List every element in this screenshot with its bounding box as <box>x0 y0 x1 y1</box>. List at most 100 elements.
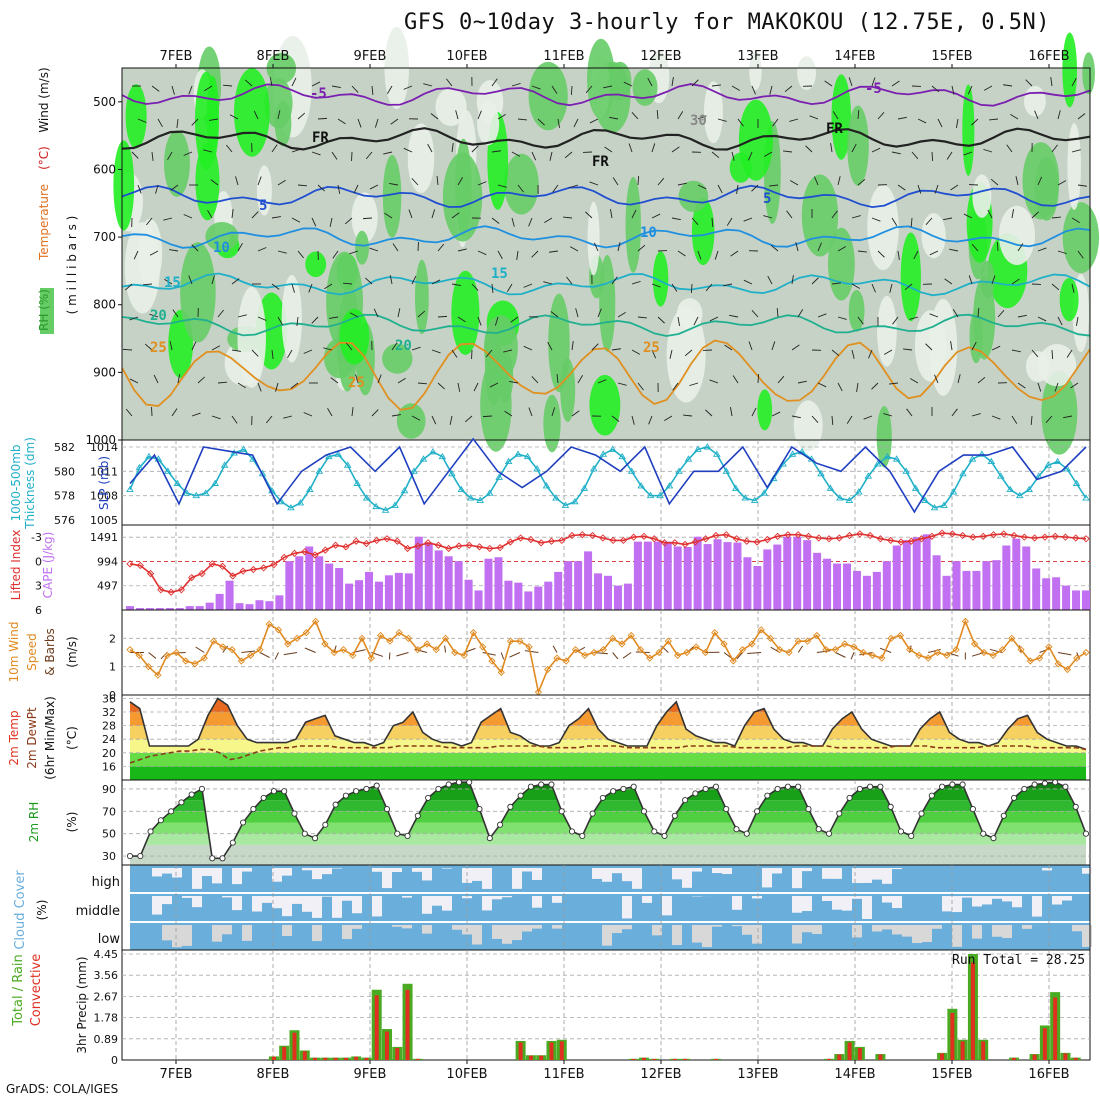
thickness-tick-label: 580 <box>54 465 75 478</box>
rh-shading <box>625 176 641 273</box>
cloud-gap <box>652 925 662 936</box>
precip-convective-bar <box>395 1047 400 1060</box>
cape-bar <box>384 575 393 610</box>
thickness-line-point <box>400 486 409 494</box>
wind-barb <box>631 415 635 425</box>
cape-bar <box>932 555 941 610</box>
precip-convective-bar <box>518 1042 523 1060</box>
thickness-line-point <box>646 491 655 499</box>
wind-barb <box>709 316 719 322</box>
thickness-line-point <box>438 452 447 460</box>
wind10m-speed-line-point <box>627 631 635 640</box>
wind10m-speed-line-point <box>636 646 645 654</box>
wind10m-barb <box>797 645 804 653</box>
wind-barb <box>575 308 579 318</box>
cape-bar <box>374 581 383 610</box>
rh-shading <box>264 78 293 129</box>
cloud-gap <box>682 868 692 888</box>
wind-barb <box>566 276 573 285</box>
lifted-index-line-point <box>157 586 165 594</box>
contour-label: FR <box>826 121 843 137</box>
day-label-bottom: 14FEB <box>834 1067 875 1082</box>
wind-barb <box>151 85 160 92</box>
precip-convective-bar <box>950 1012 955 1060</box>
wind-barb <box>437 243 445 252</box>
ylabel-convective: Convective <box>29 954 44 1027</box>
wind10m-speed-line-point <box>525 643 533 651</box>
precip-convective-bar <box>333 1057 338 1060</box>
cloud-gap <box>1022 925 1032 929</box>
wind-barb <box>892 316 899 325</box>
wind-barb <box>122 348 133 351</box>
wind-barb <box>384 212 393 219</box>
lifted-index-line-point <box>455 542 463 550</box>
wind-barb <box>497 113 506 120</box>
rh-shading <box>703 81 723 144</box>
cloud-gap <box>272 868 282 882</box>
wind-barb <box>671 77 674 87</box>
wind-barb <box>142 283 153 286</box>
thickness-line-point <box>542 482 551 489</box>
cape-bar <box>155 608 164 610</box>
cape-bar <box>633 541 642 610</box>
rh2m-tick-label: 50 <box>102 828 116 841</box>
cape-bar <box>942 575 951 610</box>
wind10m-speed-line-point <box>701 648 710 657</box>
rh-shading <box>962 84 975 176</box>
rh2m-line-point <box>692 790 699 797</box>
rh2m-line-point <box>712 783 719 790</box>
thickness-line-point <box>760 489 768 496</box>
wind-barb <box>324 283 333 290</box>
wind-barb <box>809 115 819 120</box>
rh-shading <box>831 74 852 160</box>
rh-shading <box>281 274 302 363</box>
cape-bar <box>295 556 304 610</box>
rh2m-line-point <box>825 830 833 837</box>
lifted-index-line-point <box>393 537 401 545</box>
wind-barb <box>491 283 494 293</box>
rh-shading <box>678 180 709 213</box>
lifted-index-line-point <box>897 538 905 546</box>
wind10m-speed-line-point <box>729 657 737 665</box>
wind-barb <box>1075 316 1079 326</box>
thickness-line-point <box>873 460 882 467</box>
wind-barb <box>628 143 633 153</box>
rh2m-line-point <box>969 806 976 813</box>
wind-tick-label: 1 <box>109 661 116 674</box>
wind-barb <box>791 344 800 351</box>
cape-bar <box>564 561 573 610</box>
wind10m-speed-line-point <box>163 651 171 659</box>
wind-barb <box>504 410 513 417</box>
cape-bar <box>653 541 662 610</box>
wind10m-speed-line-point <box>859 648 867 657</box>
cloud-gap <box>482 868 492 889</box>
thickness-line-point <box>590 465 598 472</box>
lifted-index-line-point <box>794 531 802 539</box>
wind-barb <box>569 246 579 252</box>
wind10m-speed-line-point <box>571 646 580 654</box>
thickness-line-point <box>627 467 636 474</box>
cloud-gap <box>662 896 672 916</box>
day-label-top: 12FEB <box>640 49 681 64</box>
wind-barb <box>308 283 313 293</box>
cloud-gap <box>492 896 502 900</box>
wind-barb <box>763 151 773 157</box>
cloud-gap <box>412 868 422 872</box>
wind10m-speed-line-point <box>590 648 598 657</box>
precip-convective-bar <box>683 1058 688 1060</box>
precip-convective-bar <box>1063 1053 1068 1060</box>
precip-convective-bar <box>405 989 410 1060</box>
contour-label: 20 <box>150 308 167 324</box>
wind-barb <box>283 415 293 419</box>
rh-shading <box>355 230 369 265</box>
wind-barb <box>151 151 154 161</box>
cape-bar <box>803 540 812 610</box>
lifted-index-line-point <box>568 531 576 540</box>
wind-barb <box>731 85 741 91</box>
thickness-line-point <box>817 469 825 477</box>
wind-barb <box>903 348 913 351</box>
precip-convective-bar <box>528 1055 533 1060</box>
ylabel-wind10-4: (m/s) <box>65 636 79 667</box>
thickness-line-point <box>855 488 863 495</box>
wind-barb <box>609 116 619 120</box>
